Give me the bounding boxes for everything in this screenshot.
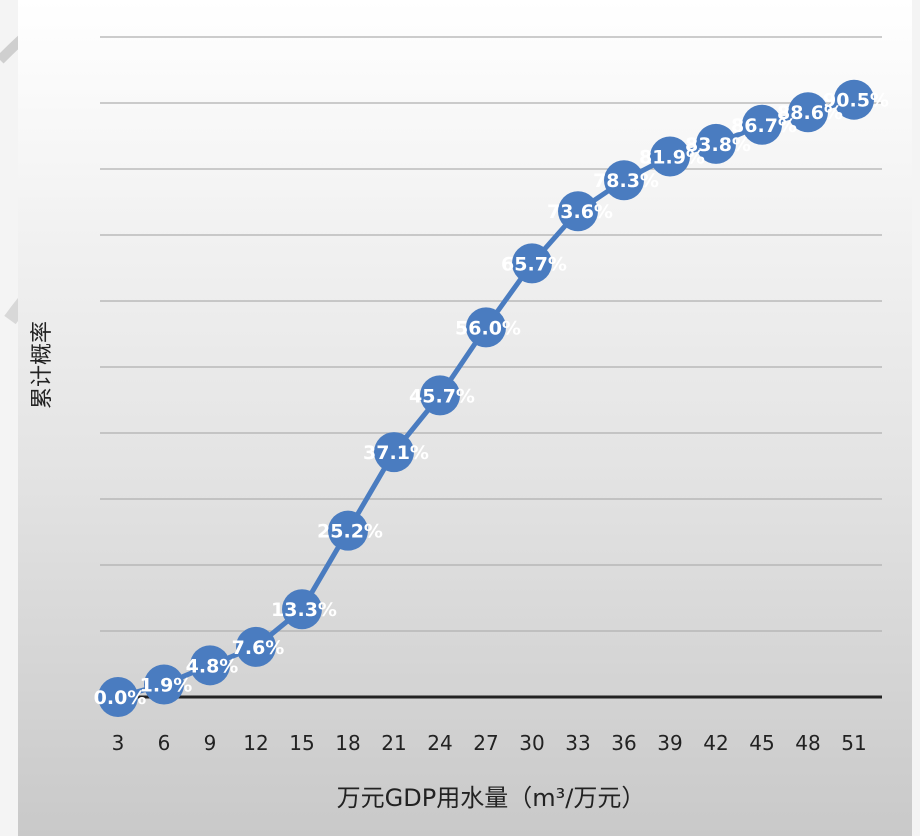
data-point [788,92,828,133]
data-label: 37.1% [363,442,429,464]
data-point [742,104,782,145]
x-axis-label: 万元GDP用水量（m³/万元） [336,784,646,812]
data-label: 83.8% [685,134,751,156]
x-tick-label: 9 [204,731,217,755]
data-label: 78.3% [593,170,659,192]
data-point [144,664,184,705]
x-tick-label: 18 [335,731,360,755]
data-point [834,79,874,120]
x-tick-label: 12 [243,731,268,755]
data-label: 13.3% [271,599,337,621]
x-tick-label: 39 [657,731,682,755]
data-label: 90.5% [823,90,889,112]
data-point [696,123,736,164]
x-tick-label: 27 [473,731,498,755]
data-point [98,677,138,717]
data-label: 4.8% [186,655,239,677]
x-tick-label: 33 [565,731,590,755]
data-label: 0.0% [94,687,147,709]
data-label: 73.6% [547,201,613,223]
x-tick-label: 30 [519,731,544,755]
data-point [236,626,276,667]
gridlines [100,36,882,632]
y-axis-label: 累计概率 [30,320,55,410]
data-point [374,432,414,473]
x-tick-label: 51 [841,731,866,755]
data-point [604,160,644,201]
data-point [190,645,230,686]
data-label: 56.0% [455,317,521,339]
data-point [512,243,552,284]
x-tick-label: 21 [381,731,406,755]
x-tick-label: 3 [112,731,125,755]
x-tick-label: 24 [427,731,452,755]
data-point [650,136,690,177]
x-tick-label: 42 [703,731,728,755]
data-point [328,510,368,551]
data-label: 7.6% [232,637,285,659]
x-tick-label: 45 [749,731,774,755]
data-point [282,589,322,630]
data-point [558,191,598,232]
data-point [466,307,506,348]
data-label: 65.7% [501,253,567,275]
data-label: 45.7% [409,385,475,407]
x-tick-label: 6 [158,731,171,755]
series-line [117,97,855,700]
data-label: 86.7% [731,115,797,137]
series-group: 0.0%1.9%4.8%7.6% 13.3% 25.2% 37.1% 45.7% 56.0… [94,79,889,717]
data-point [420,375,460,416]
data-label: 25.2% [317,521,383,543]
x-tick-label: 36 [611,731,636,755]
data-label: 81.9% [639,146,705,168]
data-label: 88.6% [777,102,843,124]
x-tick-labels: 3 6 9 12 15 18 21 24 27 30 33 36 39 42 45 48 51 [112,731,867,755]
x-tick-label: 48 [795,731,820,755]
data-label: 1.9% [140,674,193,696]
x-tick-label: 15 [289,731,314,755]
